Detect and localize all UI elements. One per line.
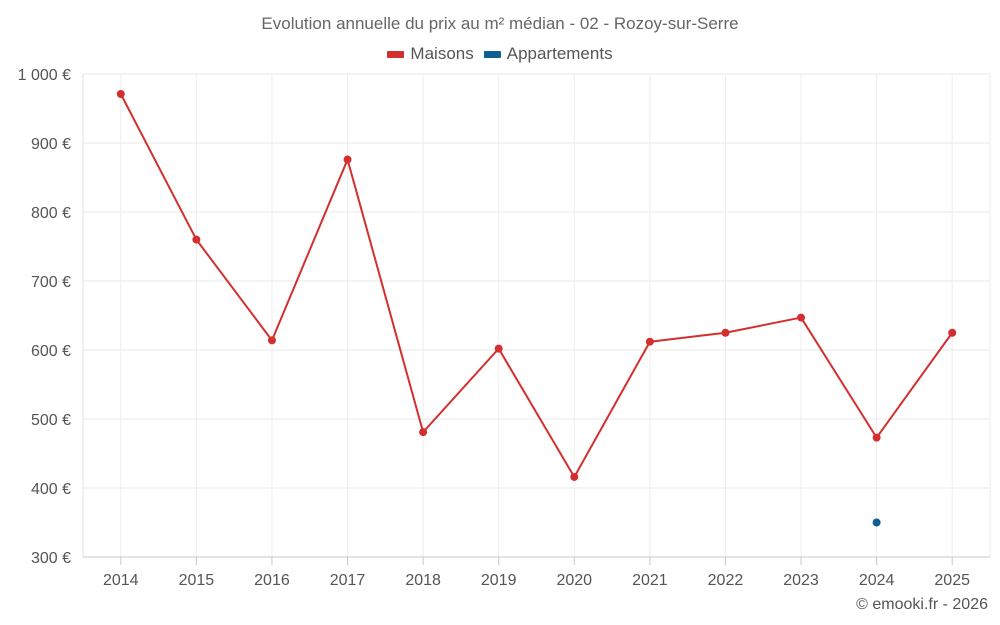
x-tick-label: 2025 <box>934 572 970 589</box>
data-point-maisons-2014 <box>116 90 125 99</box>
x-tick-label: 2017 <box>330 572 366 589</box>
data-point-maisons-2022 <box>721 328 730 337</box>
x-tick-label: 2024 <box>859 572 895 589</box>
y-tick-label: 500 € <box>31 412 71 429</box>
data-point-maisons-2023 <box>797 313 806 322</box>
x-tick-label: 2018 <box>405 572 441 589</box>
legend: Maisons Appartements <box>0 44 1000 64</box>
legend-swatch-appartements <box>483 50 501 58</box>
y-tick-label: 300 € <box>31 550 71 567</box>
axes: 300 € 400 € 500 € 600 € 700 € 800 € 900 € 1 000… <box>18 67 991 589</box>
legend-label-maisons: Maisons <box>410 44 474 63</box>
chart-title: Evolution annuelle du prix au m² médian … <box>261 14 739 33</box>
x-tick-label: 2014 <box>103 572 139 589</box>
legend-swatch-maisons <box>387 50 405 58</box>
legend-item-appartements[interactable]: Appartements <box>483 44 613 64</box>
data-point-maisons-2025 <box>948 328 957 337</box>
legend-label-appartements: Appartements <box>506 44 613 63</box>
data-point-maisons-2017 <box>343 155 352 164</box>
series <box>116 90 957 527</box>
y-tick-label: 700 € <box>31 274 71 291</box>
series-line-maisons <box>119 93 954 478</box>
data-point-maisons-2015 <box>192 235 201 244</box>
data-point-maisons-2020 <box>570 472 579 481</box>
x-tick-label: 2022 <box>708 572 744 589</box>
y-tick-label: 900 € <box>31 136 71 153</box>
x-tick-label: 2020 <box>556 572 592 589</box>
grid <box>83 73 990 558</box>
x-tick-label: 2023 <box>783 572 819 589</box>
data-point-maisons-2016 <box>267 336 276 345</box>
data-point-appartements-2024 <box>872 518 881 527</box>
y-tick-label: 1 000 € <box>18 67 71 84</box>
legend-item-maisons[interactable]: Maisons <box>387 44 474 64</box>
x-tick-label: 2019 <box>481 572 517 589</box>
y-tick-label: 600 € <box>31 343 71 360</box>
x-tick-label: 2021 <box>632 572 668 589</box>
y-tick-label: 400 € <box>31 481 71 498</box>
footer-credit: © emooki.fr - 2026 <box>856 596 988 613</box>
x-tick-label: 2016 <box>254 572 290 589</box>
data-point-maisons-2021 <box>645 337 654 346</box>
data-point-maisons-2019 <box>494 344 503 353</box>
data-point-maisons-2018 <box>419 428 428 437</box>
y-tick-label: 800 € <box>31 205 71 222</box>
data-point-maisons-2024 <box>872 433 881 442</box>
x-tick-label: 2015 <box>179 572 215 589</box>
